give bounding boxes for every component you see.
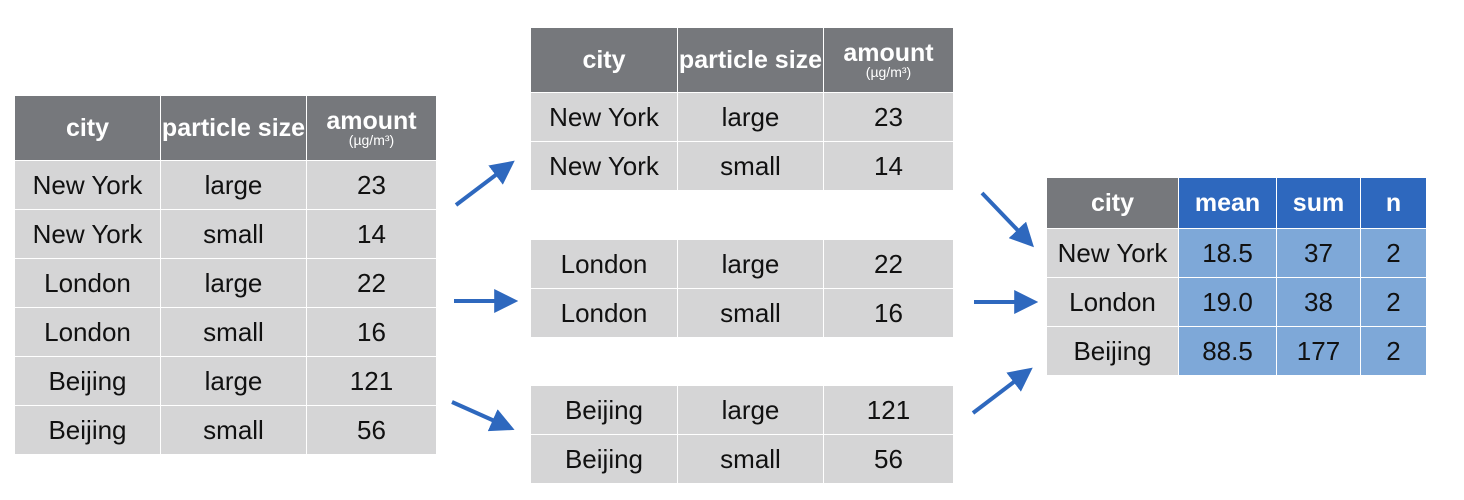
arrow-from-beijing-icon — [971, 367, 1033, 415]
table-row: London small 16 — [530, 288, 954, 338]
size-cell: small — [160, 405, 307, 455]
city-cell: London — [14, 307, 161, 357]
city-cell: Beijing — [14, 405, 161, 455]
table-row: London large 22 — [530, 239, 954, 289]
arrow-to-beijing-icon — [451, 400, 515, 432]
city-cell: London — [530, 288, 678, 338]
table-row: New York 18.5 37 2 — [1046, 228, 1427, 278]
city-cell: New York — [1046, 228, 1179, 278]
n-cell: 2 — [1360, 326, 1427, 376]
table-row: London 19.0 38 2 — [1046, 277, 1427, 327]
city-cell: London — [530, 239, 678, 289]
input-table: city particle size amount (µg/m³) New Yor… — [14, 95, 437, 455]
table-row: Beijing large 121 — [530, 385, 954, 435]
header-city: city — [1046, 177, 1179, 229]
header-city: city — [14, 95, 161, 161]
city-cell: Beijing — [1046, 326, 1179, 376]
table-row: New York small 14 — [530, 141, 954, 191]
amount-cell: 16 — [306, 307, 437, 357]
sum-cell: 38 — [1276, 277, 1361, 327]
arrow-to-new-york-icon — [454, 160, 515, 207]
amount-cell: 56 — [306, 405, 437, 455]
table-row: London small 16 — [14, 307, 437, 357]
n-cell: 2 — [1360, 228, 1427, 278]
city-cell: Beijing — [14, 356, 161, 406]
amount-cell: 23 — [823, 92, 954, 142]
size-cell: large — [160, 258, 307, 308]
header-amount-unit: (µg/m³) — [348, 132, 395, 148]
amount-cell: 14 — [306, 209, 437, 259]
city-cell: New York — [14, 160, 161, 210]
table-row: New York large 23 — [14, 160, 437, 210]
city-cell: Beijing — [530, 434, 678, 484]
header-row: city particle size amount (µg/m³) — [530, 27, 954, 93]
mean-cell: 18.5 — [1178, 228, 1277, 278]
size-cell: small — [160, 209, 307, 259]
header-amount: amount (µg/m³) — [823, 27, 954, 93]
header-particle-size: particle size — [677, 27, 824, 93]
size-cell: large — [677, 239, 824, 289]
amount-cell: 23 — [306, 160, 437, 210]
amount-cell: 14 — [823, 141, 954, 191]
size-cell: small — [677, 434, 824, 484]
group-table-new-york: city particle size amount (µg/m³) New Yor… — [530, 27, 954, 191]
city-cell: New York — [530, 141, 678, 191]
table-row: New York large 23 — [530, 92, 954, 142]
size-cell: small — [160, 307, 307, 357]
city-cell: Beijing — [530, 385, 678, 435]
amount-cell: 56 — [823, 434, 954, 484]
size-cell: large — [677, 385, 824, 435]
amount-cell: 121 — [823, 385, 954, 435]
header-amount-label: amount — [843, 39, 934, 67]
table-row: New York small 14 — [14, 209, 437, 259]
mean-cell: 19.0 — [1178, 277, 1277, 327]
city-cell: New York — [530, 92, 678, 142]
amount-cell: 22 — [823, 239, 954, 289]
header-row: city mean sum n — [1046, 177, 1427, 229]
summary-table: city mean sum n New York 18.5 37 2 Londo… — [1046, 177, 1427, 376]
mean-cell: 88.5 — [1178, 326, 1277, 376]
amount-cell: 121 — [306, 356, 437, 406]
n-cell: 2 — [1360, 277, 1427, 327]
table-row: Beijing 88.5 177 2 — [1046, 326, 1427, 376]
header-sum: sum — [1276, 177, 1361, 229]
group-table-london: London large 22 London small 16 — [530, 239, 954, 338]
city-cell: New York — [14, 209, 161, 259]
header-city: city — [530, 27, 678, 93]
table-row: Beijing small 56 — [530, 434, 954, 484]
sum-cell: 37 — [1276, 228, 1361, 278]
city-cell: London — [14, 258, 161, 308]
size-cell: small — [677, 288, 824, 338]
city-cell: London — [1046, 277, 1179, 327]
header-amount-unit: (µg/m³) — [865, 64, 912, 80]
header-amount-label: amount — [326, 107, 417, 135]
header-row: city particle size amount (µg/m³) — [14, 95, 437, 161]
table-row: Beijing small 56 — [14, 405, 437, 455]
group-table-beijing: Beijing large 121 Beijing small 56 — [530, 385, 954, 484]
arrow-from-new-york-icon — [980, 191, 1034, 248]
table-row: Beijing large 121 — [14, 356, 437, 406]
amount-cell: 16 — [823, 288, 954, 338]
sum-cell: 177 — [1276, 326, 1361, 376]
size-cell: large — [677, 92, 824, 142]
